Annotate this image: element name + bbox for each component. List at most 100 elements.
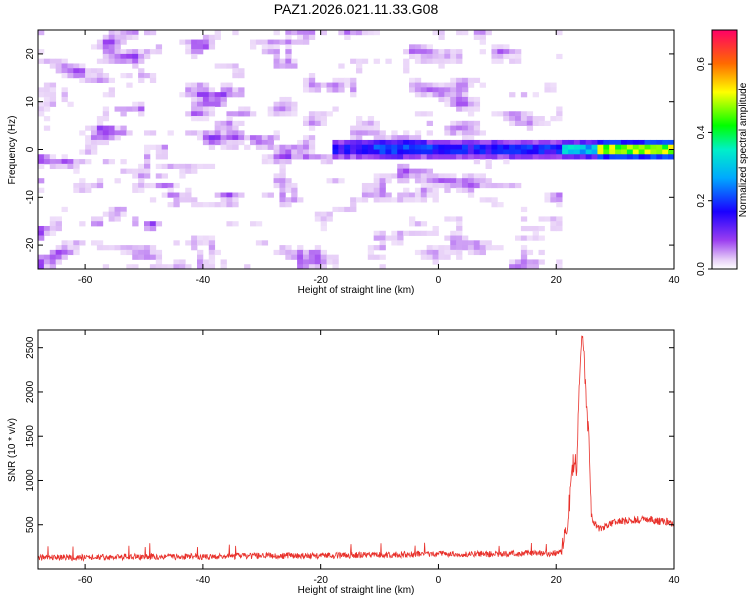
heatmap-cell bbox=[456, 225, 463, 232]
heatmap-cell bbox=[662, 139, 669, 146]
heatmap-cell bbox=[391, 197, 398, 203]
heatmap-cell bbox=[403, 149, 410, 155]
heatmap-cell bbox=[244, 144, 251, 150]
heatmap-cell bbox=[450, 77, 457, 83]
heatmap-cell bbox=[303, 135, 310, 141]
heatmap-cell bbox=[226, 120, 233, 126]
x-tick-label: 0 bbox=[436, 575, 442, 586]
heatmap-cell bbox=[226, 130, 233, 136]
heatmap-cell bbox=[544, 120, 551, 126]
snr-y-axis: 500 1000 1500 2000 2500 bbox=[25, 336, 674, 533]
heatmap-cell bbox=[426, 168, 433, 174]
heatmap-cell bbox=[320, 30, 327, 36]
heatmap-cell bbox=[426, 44, 433, 50]
heatmap-cell bbox=[114, 216, 121, 222]
heatmap-cell bbox=[279, 101, 286, 107]
heatmap-cell bbox=[161, 182, 168, 189]
heatmap-cell bbox=[255, 39, 263, 45]
heatmap-cell bbox=[367, 192, 375, 198]
heatmap-cell bbox=[179, 168, 186, 174]
heatmap-cell bbox=[456, 82, 463, 88]
heatmap-cell bbox=[114, 178, 121, 184]
heatmap-cell bbox=[320, 120, 327, 126]
heatmap-cell bbox=[132, 30, 139, 36]
heatmap-cell bbox=[509, 49, 516, 55]
heatmap-cell bbox=[509, 116, 516, 122]
heatmap-cell bbox=[450, 101, 457, 107]
heatmap-cell bbox=[214, 249, 221, 256]
heatmap-cell bbox=[326, 178, 333, 184]
heatmap-cell bbox=[332, 144, 339, 150]
heatmap-cell bbox=[197, 116, 204, 122]
heatmap-cell bbox=[214, 30, 221, 36]
heatmap-cell bbox=[179, 264, 186, 269]
heatmap-cell bbox=[120, 111, 127, 117]
heatmap-cell bbox=[503, 111, 510, 117]
heatmap-cell bbox=[285, 63, 292, 69]
heatmap-cell bbox=[609, 144, 616, 150]
y-tick-label: 2000 bbox=[25, 380, 36, 403]
heatmap-cell bbox=[668, 149, 674, 155]
heatmap-cell bbox=[232, 139, 239, 146]
heatmap-cell bbox=[656, 154, 663, 160]
heatmap-cell bbox=[526, 139, 534, 146]
colorbar-tick-label: 0.6 bbox=[696, 57, 707, 71]
heatmap-cell bbox=[232, 221, 239, 227]
heatmap-cell bbox=[61, 87, 68, 93]
heatmap-cell bbox=[161, 264, 168, 269]
heatmap-cell bbox=[261, 240, 269, 246]
heatmap-cell bbox=[426, 230, 433, 236]
heatmap-cell bbox=[320, 116, 327, 122]
heatmap-cell bbox=[344, 149, 351, 155]
heatmap-cell bbox=[61, 68, 68, 74]
heatmap-cell bbox=[102, 58, 110, 64]
heatmap-cell bbox=[332, 264, 339, 269]
heatmap-cell bbox=[126, 264, 133, 269]
heatmap-cell bbox=[485, 240, 492, 246]
heatmap-cell bbox=[550, 116, 557, 122]
heatmap-cell bbox=[350, 197, 357, 203]
heatmap-cell bbox=[185, 39, 192, 45]
colorbar-label: Normalized spectral amplitude bbox=[738, 82, 749, 217]
heatmap-cell bbox=[409, 154, 416, 160]
heatmap-cell bbox=[326, 154, 333, 160]
heatmap-cell bbox=[91, 130, 98, 136]
heatmap-cell bbox=[538, 259, 545, 265]
heatmap-cell bbox=[373, 125, 380, 131]
heatmap-cell bbox=[144, 73, 151, 79]
heatmap-cell bbox=[161, 149, 168, 155]
heatmap-cell bbox=[38, 187, 45, 193]
heatmap-cell bbox=[456, 120, 463, 126]
heatmap-cell bbox=[226, 139, 233, 146]
heatmap-cell bbox=[479, 245, 486, 251]
heatmap-cell bbox=[138, 249, 145, 256]
heatmap-cell bbox=[462, 125, 469, 131]
heatmap-cell bbox=[497, 144, 504, 150]
heatmap-cell bbox=[432, 197, 439, 203]
heatmap-cell bbox=[273, 144, 280, 150]
heatmap-cell bbox=[485, 245, 492, 251]
heatmap-cell bbox=[79, 221, 86, 227]
heatmap-cell bbox=[420, 53, 428, 60]
heatmap-cell bbox=[432, 49, 439, 55]
heatmap-cell bbox=[261, 49, 269, 55]
heatmap-cell bbox=[261, 192, 269, 198]
heatmap-cell bbox=[155, 259, 163, 265]
heatmap-cell bbox=[556, 30, 563, 36]
heatmap-cell bbox=[603, 144, 610, 150]
heatmap-cell bbox=[197, 135, 204, 141]
heatmap-cell bbox=[255, 144, 263, 150]
heatmap-cell bbox=[232, 68, 239, 74]
heatmap-cell bbox=[526, 259, 534, 265]
heatmap-cell bbox=[108, 92, 115, 98]
heatmap-cell bbox=[497, 182, 504, 189]
heatmap-cell bbox=[409, 192, 416, 198]
heatmap-cell bbox=[226, 197, 233, 203]
heatmap-cell bbox=[208, 245, 216, 251]
heatmap-cell bbox=[49, 154, 57, 160]
heatmap-cell bbox=[409, 135, 416, 141]
heatmap-cell bbox=[456, 187, 463, 193]
heatmap-cell bbox=[462, 182, 469, 189]
heatmap-cell bbox=[220, 82, 227, 88]
heatmap-cell bbox=[385, 58, 392, 64]
